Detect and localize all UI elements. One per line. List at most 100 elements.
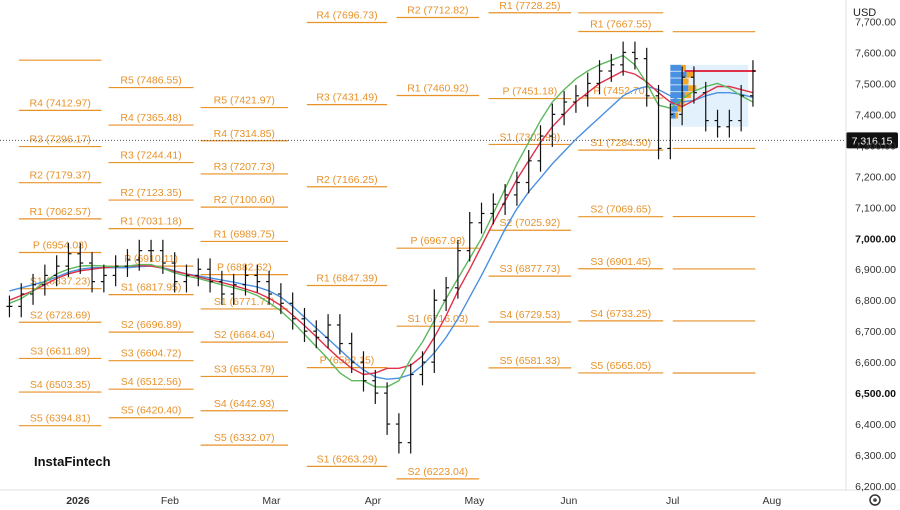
- pivot-label: R3 (7207.73): [214, 161, 275, 173]
- pivot-label: S1 (7284.50): [590, 137, 651, 149]
- y-tick-label: 6,900.00: [855, 264, 896, 276]
- moving-average-line: [9, 54, 754, 388]
- y-tick-label: 7,600.00: [855, 47, 896, 59]
- pivot-label: S5 (6581.33): [500, 355, 561, 367]
- pivot-label: S4 (6512.56): [121, 376, 182, 388]
- pivot-label: R1 (7667.55): [590, 19, 651, 31]
- x-tick-label: 2026: [66, 495, 90, 507]
- y-tick-label: 6,400.00: [855, 419, 896, 431]
- pivot-label: S5 (6394.81): [30, 413, 91, 425]
- pivot-label: R2 (7179.37): [30, 170, 91, 182]
- y-tick-label: 7,400.00: [855, 109, 896, 121]
- y-tick-label: 7,000.00: [855, 233, 896, 245]
- pivot-label: S5 (6420.40): [121, 405, 182, 417]
- moving-average-line: [9, 85, 754, 380]
- x-tick-label: Feb: [161, 495, 179, 507]
- pivot-label: S1 (7302.99): [500, 131, 561, 143]
- profile-bar: [677, 105, 681, 112]
- pivot-label: R4 (7365.48): [120, 112, 181, 124]
- x-tick-label: Jul: [666, 495, 679, 507]
- pivot-levels: R4 (7412.97) R3 (7296.17) R2 (7179.37) R1 (…: [18, 0, 756, 480]
- profile-bar: [670, 64, 682, 71]
- profile-bar: [682, 78, 689, 85]
- x-tick-label: May: [465, 495, 486, 507]
- settings-gear-icon[interactable]: [869, 494, 881, 506]
- pivot-label: S3 (6611.89): [30, 345, 90, 357]
- ohlc-bars: [6, 41, 756, 454]
- pivot-label: S2 (7069.65): [590, 204, 651, 216]
- y-tick-label: 6,500.00: [855, 388, 896, 400]
- y-tick-label: 6,300.00: [855, 450, 896, 462]
- volume-profile-zone: [670, 64, 756, 127]
- pivot-label: R4 (7412.97): [30, 97, 91, 109]
- pivot-label: R3 (7244.41): [120, 150, 181, 162]
- pivot-label: S2 (7025.92): [500, 217, 561, 229]
- y-tick-label: 7,200.00: [855, 171, 896, 183]
- pivot-label: R1 (6989.75): [214, 228, 275, 240]
- y-tick-label: 7,700.00: [855, 16, 896, 28]
- pivot-label: R2 (7123.35): [120, 187, 181, 199]
- x-tick-label: Mar: [262, 495, 281, 507]
- pivot-label: R1 (7062.57): [30, 206, 91, 218]
- pivot-label: R2 (7100.60): [214, 194, 275, 206]
- pivot-label: S1 (6716.03): [407, 313, 468, 325]
- y-tick-label: 6,700.00: [855, 326, 896, 338]
- last-price-badge: [846, 132, 898, 149]
- pivot-label: S3 (6604.72): [121, 348, 182, 360]
- pivot-label: S4 (6729.53): [500, 309, 561, 321]
- pivot-label: S3 (6553.79): [214, 363, 275, 375]
- pivot-label: S2 (6664.64): [214, 329, 275, 341]
- pivot-label: S4 (6503.35): [30, 379, 91, 391]
- pivot-label: R4 (7314.85): [214, 128, 275, 140]
- pivot-label: S5 (6332.07): [214, 432, 275, 444]
- pivot-label: P (6882.62): [217, 262, 272, 274]
- pivot-label: S1 (6771.77): [214, 296, 275, 308]
- x-tick-label: Jun: [560, 495, 577, 507]
- pivot-label: S2 (6696.89): [121, 319, 182, 331]
- pivot-label: S1 (6263.29): [317, 453, 378, 465]
- pivot-label: R5 (7421.97): [214, 95, 275, 107]
- y-tick-label: 6,200.00: [855, 481, 896, 493]
- currency-label[interactable]: USD: [853, 7, 876, 19]
- profile-bar: [670, 92, 685, 99]
- pivot-label: S2 (6223.04): [407, 466, 468, 478]
- last-price-marker: 7,316.15: [0, 132, 898, 149]
- pivot-label: P (7451.18): [503, 86, 558, 98]
- pivot-label: S5 (6565.05): [590, 360, 651, 372]
- gear-icon-ring: [869, 494, 881, 506]
- profile-bar: [681, 64, 686, 71]
- pivot-label: R4 (7696.73): [316, 9, 377, 21]
- profile-bar: [670, 71, 687, 78]
- y-tick-label: 7,500.00: [855, 78, 896, 90]
- profile-bar: [688, 85, 697, 92]
- pivot-label: R2 (7166.25): [316, 174, 377, 186]
- watermark-text: InstaFintech: [34, 454, 111, 469]
- pivot-label: P (7452.70): [593, 85, 648, 97]
- y-tick-label: 6,600.00: [855, 357, 896, 369]
- profile-bar: [675, 112, 679, 119]
- x-tick-label: Apr: [365, 495, 382, 507]
- y-tick-label: 6,800.00: [855, 295, 896, 307]
- y-tick-label: 7,300.00: [855, 140, 896, 152]
- pivot-label: P (6582.15): [320, 355, 375, 367]
- pivot-label: P (6954.03): [33, 239, 88, 251]
- profile-bar: [686, 71, 694, 78]
- pivot-label: R1 (6847.39): [316, 273, 377, 285]
- profile-bar: [670, 98, 681, 105]
- pivot-label: R1 (7460.92): [407, 83, 468, 95]
- pivot-label: S4 (6733.25): [590, 308, 651, 320]
- pivot-label: R1 (7728.25): [499, 0, 560, 12]
- pivot-label: S1 (6817.95): [121, 282, 182, 294]
- pivot-label: S3 (6877.73): [500, 263, 561, 275]
- x-tick-label: Aug: [762, 495, 781, 507]
- pivot-label: S3 (6901.45): [590, 256, 651, 268]
- pivot-label: P (6967.93): [410, 235, 465, 247]
- pivot-label: R5 (7486.55): [120, 75, 181, 87]
- last-price-value: 7,316.15: [852, 135, 893, 147]
- pivot-label: R3 (7431.49): [316, 92, 377, 104]
- pivot-label: R3 (7296.17): [30, 134, 91, 146]
- profile-bar: [670, 85, 689, 92]
- profile-bar: [670, 105, 678, 112]
